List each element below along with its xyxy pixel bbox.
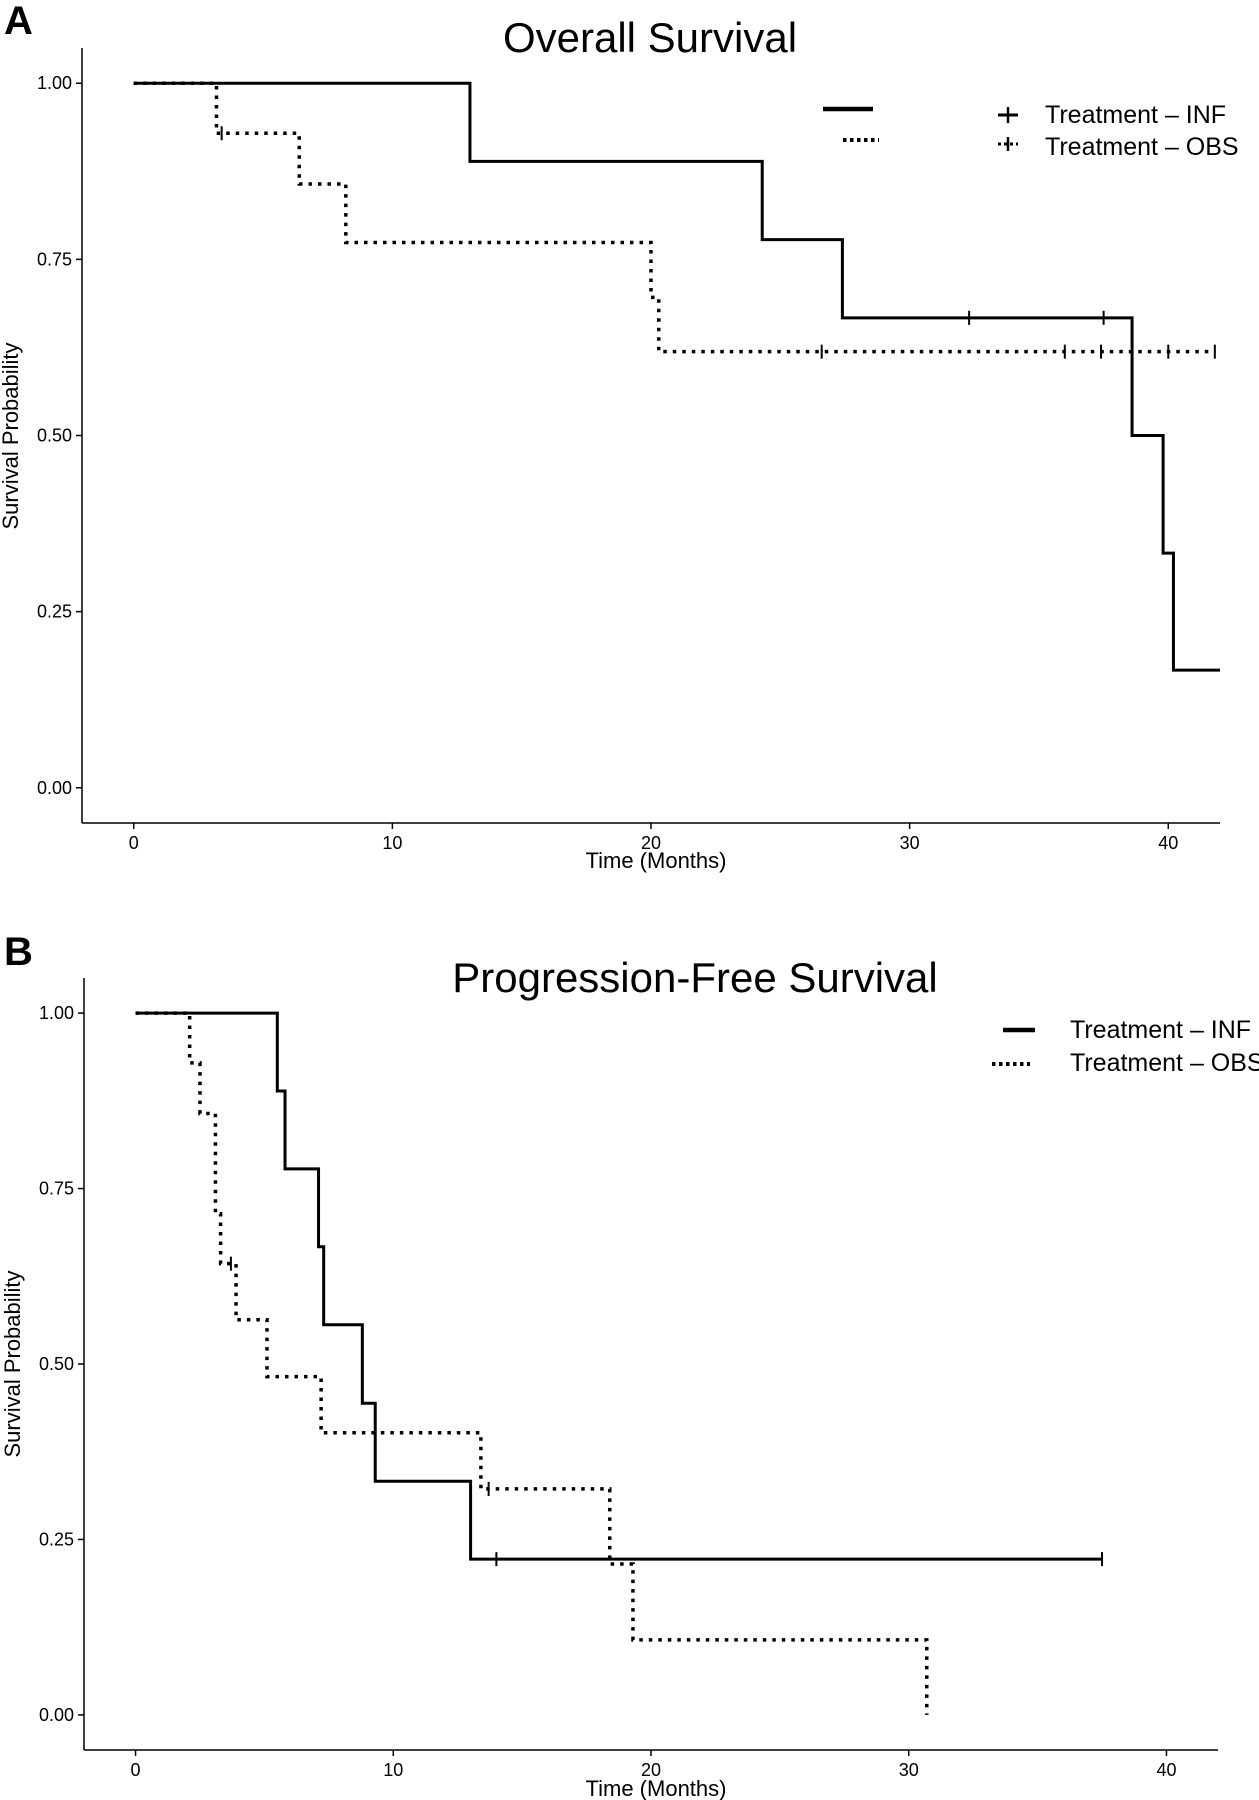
x-tick-label: 10 [382,833,402,853]
panel-b-progression-free-survival: B Progression-Free Survival 0.00 0.25 0.50… [0,930,1259,1800]
y-tick-label: 0.00 [39,1705,74,1725]
x-tick-label: 40 [1156,1760,1176,1780]
legend-b-obs-label: Treatment – OBS [1070,1049,1259,1077]
x-tick-label: 30 [899,1760,919,1780]
x-tick-label: 20 [641,833,661,853]
series-line-inf [133,81,1220,672]
x-axis-label: Time (Months) [586,1776,727,1800]
panel-a-title: Overall Survival [503,14,797,61]
panel-b-legend: Treatment – INF Treatment – OBS [992,1016,1259,1077]
legend-a-inf-label: Treatment – INF [1045,101,1226,129]
y-axis-label: Survival Probability [0,1270,25,1457]
panel-a-letter: A [4,0,33,43]
y-tick-label: 0.50 [39,1354,74,1374]
x-tick-label: 20 [641,1760,661,1780]
legend-b-inf-label: Treatment – INF [1070,1016,1251,1044]
panel-a-overall-survival: A Overall Survival 0.000.250.500.751.000… [0,0,1239,873]
x-tick-label: 0 [131,1760,141,1780]
x-tick-label: 0 [129,833,139,853]
panel-a-series [133,81,1220,672]
y-tick-label: 1.00 [39,1003,74,1023]
panel-b-letter: B [4,930,33,974]
x-tick-label: 30 [900,833,920,853]
x-tick-label: 10 [383,1760,403,1780]
y-tick-label: 0.75 [37,249,72,269]
panel-b-series [135,1011,1104,1715]
panel-a-axes: 0.00 0.25 0.50 0.75 1.00 0 10 20 30 40 Time (Month… [0,48,1220,873]
panel-a-legend: Treatment – INF Treatment – OBS [823,101,1239,161]
y-tick-label: 0.50 [37,426,72,446]
series-line-inf [135,1011,1103,1561]
y-tick-label: 0.25 [37,602,72,622]
y-axis-label: Survival Probability [0,342,23,529]
panel-b-title: Progression-Free Survival [452,954,938,1001]
legend-a-obs-label: Treatment – OBS [1045,133,1239,161]
x-tick-label: 40 [1158,833,1178,853]
series-line-obs [133,81,1215,354]
x-axis-label: Time (Months) [586,848,727,873]
y-tick-label: 1.00 [37,73,72,93]
y-tick-label: 0.75 [39,1179,74,1199]
y-tick-label: 0.25 [39,1529,74,1549]
y-tick-label: 0.00 [37,778,72,798]
series-line-obs [135,1011,929,1715]
panel-b-axes: 0.00 0.25 0.50 0.75 1.00 0 10 20 30 40 Time (Month… [0,978,1218,1800]
